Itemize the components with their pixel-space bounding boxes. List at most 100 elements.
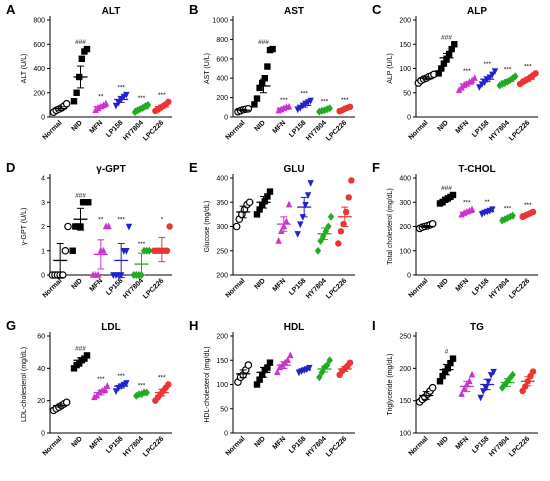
filled-circle-marker-icon	[335, 240, 342, 247]
x-tick-label: LPC226	[508, 119, 531, 142]
significance-label: #	[445, 349, 449, 356]
y-tick-label: 1000	[212, 18, 228, 25]
y-tick-label: 100	[399, 66, 411, 73]
x-tick-label: HY7804	[122, 435, 145, 458]
filled-circle-marker-icon	[165, 98, 172, 106]
filled-triangle-down-marker-icon	[307, 97, 314, 105]
y-tick-label: 200	[216, 273, 228, 280]
significance-label: ***	[280, 97, 288, 104]
filled-square-marker-icon	[256, 206, 263, 213]
x-tick-label: Normal	[408, 277, 430, 299]
filled-square-marker-icon	[253, 381, 261, 388]
y-axis-label: HDL-cholesterol (mg/dL)	[204, 346, 211, 422]
x-tick-label: LP158	[471, 277, 491, 297]
x-tick-label: MFN	[272, 435, 288, 451]
filled-triangle-up-marker-icon	[283, 217, 290, 225]
y-tick-label: 0	[407, 115, 411, 122]
y-tick-label: 800	[33, 18, 45, 25]
y-tick-label: 250	[216, 248, 228, 255]
y-tick-label: 1	[41, 248, 45, 255]
filled-triangle-down-marker-icon	[491, 68, 499, 75]
y-tick-label: 400	[216, 76, 228, 83]
filled-triangle-down-marker-icon	[115, 99, 122, 107]
panel-e: E GLU 200 250 300 350 400 Glucose (mg/dL) Normal…	[189, 160, 355, 301]
filled-circle-marker-icon	[346, 359, 354, 366]
panel-title: LDL	[101, 322, 120, 333]
filled-triangle-up-marker-icon	[471, 74, 478, 81]
x-tick-label: NID	[436, 277, 449, 290]
y-tick-label: 600	[33, 42, 45, 49]
panel-letter: B	[189, 2, 198, 17]
y-tick-label: 150	[399, 398, 411, 405]
y-tick-label: 0	[41, 273, 45, 280]
x-tick-label: NID	[253, 119, 266, 132]
open-circle-marker-icon	[62, 99, 71, 108]
filled-circle-marker-icon	[166, 223, 173, 230]
significance-label: ###	[75, 345, 86, 352]
filled-square-marker-icon	[261, 75, 268, 82]
panel-title: HDL	[284, 322, 305, 333]
filled-triangle-up-marker-icon	[466, 377, 473, 384]
x-tick-label: HY7804	[488, 119, 511, 142]
filled-diamond-marker-icon	[133, 391, 140, 400]
filled-square-marker-icon	[83, 352, 91, 359]
panel-c: C ALP 0 50 100 150 200 ALP (U/L) Normal NID MFN LP1…	[372, 2, 539, 143]
panel-letter: E	[189, 160, 198, 175]
filled-triangle-down-marker-icon	[299, 214, 307, 221]
panel-letter: G	[6, 318, 16, 333]
filled-square-marker-icon	[266, 359, 274, 366]
significance-label: ***	[463, 200, 471, 207]
x-tick-label: Normal	[408, 435, 430, 457]
panel-title: TG	[470, 322, 484, 333]
filled-square-marker-icon	[70, 365, 78, 372]
filled-square-marker-icon	[449, 191, 457, 199]
filled-square-marker-icon	[259, 79, 266, 87]
y-tick-label: 150	[399, 42, 411, 49]
filled-square-marker-icon	[76, 360, 83, 367]
x-tick-label: LPC226	[142, 119, 165, 142]
filled-triangle-up-marker-icon	[287, 351, 294, 359]
significance-label: ***	[138, 383, 146, 390]
filled-triangle-up-marker-icon	[102, 99, 110, 107]
y-tick-label: 400	[216, 176, 228, 183]
x-tick-label: NID	[70, 435, 83, 448]
filled-square-marker-icon	[436, 378, 444, 385]
significance-label: *	[161, 217, 164, 224]
filled-triangle-down-marker-icon	[125, 223, 133, 231]
panel-letter: C	[372, 2, 382, 17]
y-axis-label: LDL-cholesterol (mg/dL)	[21, 347, 28, 422]
panel-letter: H	[189, 318, 198, 333]
x-tick-label: LPC226	[508, 277, 531, 300]
filled-triangle-up-marker-icon	[468, 205, 476, 213]
y-tick-label: 3	[41, 200, 45, 207]
significance-label: ***	[504, 206, 512, 213]
significance-label: ***	[463, 68, 471, 75]
significance-label: ***	[117, 373, 125, 380]
x-tick-label: HY7804	[122, 277, 145, 300]
y-tick-label: 200	[216, 95, 228, 102]
panel-letter: I	[372, 318, 376, 333]
y-tick-label: 50	[220, 406, 228, 413]
y-tick-label: 400	[33, 66, 45, 73]
filled-circle-marker-icon	[522, 383, 529, 390]
filled-square-marker-icon	[253, 95, 261, 102]
filled-square-marker-icon	[81, 355, 88, 362]
significance-label: **	[98, 94, 104, 101]
filled-triangle-up-marker-icon	[95, 271, 102, 278]
filled-square-marker-icon	[70, 98, 78, 105]
panel-title: GLU	[283, 164, 304, 175]
y-tick-label: 300	[216, 224, 228, 231]
significance-label: ***	[524, 202, 532, 209]
significance-label: **	[98, 217, 104, 224]
y-tick-label: 400	[399, 176, 411, 183]
filled-triangle-up-marker-icon	[458, 210, 465, 218]
y-tick-label: 100	[399, 431, 411, 438]
filled-circle-marker-icon	[337, 228, 345, 235]
x-tick-label: Normal	[408, 119, 430, 141]
y-tick-label: 0	[41, 115, 45, 122]
filled-diamond-marker-icon	[323, 361, 331, 370]
filled-square-marker-icon	[69, 247, 76, 254]
panel-g: G LDL 0 20 40 60 LDL-cholesterol (mg/dL) Normal…	[6, 318, 172, 459]
filled-triangle-up-marker-icon	[274, 368, 281, 376]
